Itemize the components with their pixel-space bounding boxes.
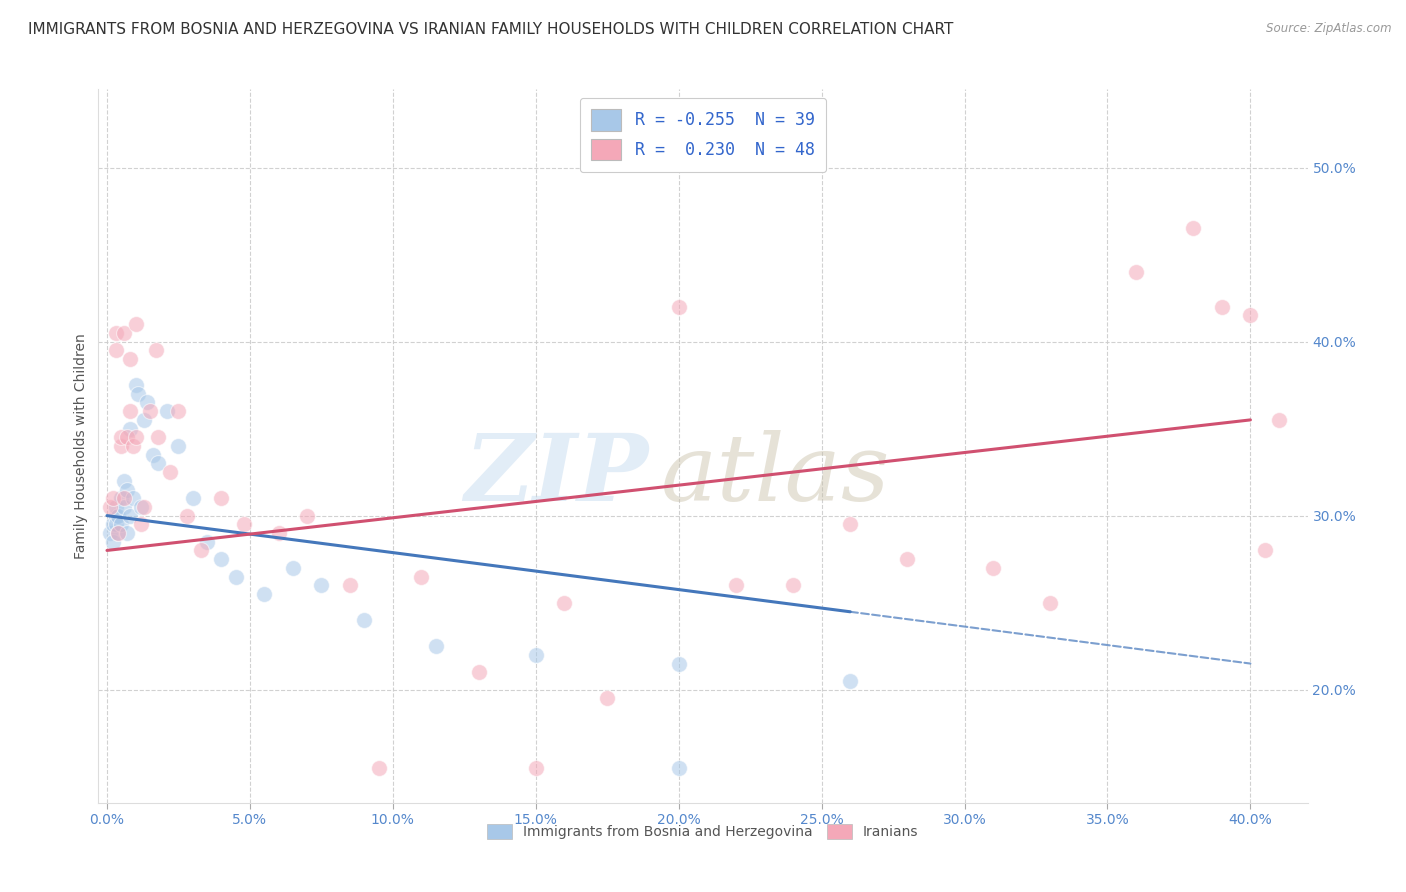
Point [668,300,690,314]
Point [1182,221,1205,235]
Point [253,587,276,601]
Point [367,761,389,775]
Point [353,613,375,627]
Point [129,500,152,514]
Point [176,508,198,523]
Point [167,439,190,453]
Point [145,343,167,358]
Point [159,465,181,479]
Point [295,508,318,523]
Point [107,508,129,523]
Point [596,691,619,706]
Point [112,491,135,506]
Point [104,517,127,532]
Text: Source: ZipAtlas.com: Source: ZipAtlas.com [1267,22,1392,36]
Text: IMMIGRANTS FROM BOSNIA AND HERZEGOVINA VS IRANIAN FAMILY HOUSEHOLDS WITH CHILDRE: IMMIGRANTS FROM BOSNIA AND HERZEGOVINA V… [28,22,953,37]
Point [134,413,156,427]
Point [124,317,146,331]
Point [839,517,862,532]
Point [167,404,190,418]
Point [127,386,149,401]
Point [118,508,141,523]
Point [121,491,143,506]
Point [225,569,247,583]
Point [107,526,129,541]
Point [1211,300,1233,314]
Point [724,578,747,592]
Point [112,500,135,514]
Point [1039,596,1062,610]
Point [233,517,256,532]
Point [104,326,127,340]
Point [104,500,127,514]
Point [101,491,124,506]
Point [148,430,170,444]
Point [209,552,232,566]
Point [209,491,232,506]
Text: ZIP: ZIP [464,430,648,519]
Point [101,517,124,532]
Point [121,439,143,453]
Text: atlas: atlas [661,430,890,519]
Point [134,500,156,514]
Point [118,351,141,366]
Point [115,526,138,541]
Point [411,569,433,583]
Point [148,457,170,471]
Point [267,526,290,541]
Point [425,639,447,653]
Point [981,561,1004,575]
Point [139,404,162,418]
Point [190,543,212,558]
Point [1125,265,1147,279]
Point [311,578,333,592]
Point [98,500,121,514]
Point [524,648,547,662]
Point [181,491,204,506]
Point [110,439,132,453]
Point [1268,413,1291,427]
Point [1254,543,1277,558]
Point [124,430,146,444]
Point [104,508,127,523]
Point [112,474,135,488]
Point [129,517,152,532]
Point [110,491,132,506]
Point [668,761,690,775]
Point [1239,309,1261,323]
Point [524,761,547,775]
Point [110,430,132,444]
Point [339,578,361,592]
Point [98,526,121,541]
Point [896,552,918,566]
Point [553,596,575,610]
Point [110,517,132,532]
Point [115,430,138,444]
Y-axis label: Family Households with Children: Family Households with Children [75,333,89,559]
Point [112,326,135,340]
Point [104,343,127,358]
Point [118,421,141,435]
Point [195,534,218,549]
Point [124,378,146,392]
Point [142,448,165,462]
Point [281,561,304,575]
Point [156,404,179,418]
Point [839,673,862,688]
Point [668,657,690,671]
Point [782,578,804,592]
Point [118,404,141,418]
Point [136,395,159,409]
Point [107,526,129,541]
Point [115,483,138,497]
Point [467,665,489,680]
Point [101,534,124,549]
Legend: Immigrants from Bosnia and Herzegovina, Iranians: Immigrants from Bosnia and Herzegovina, … [481,817,925,846]
